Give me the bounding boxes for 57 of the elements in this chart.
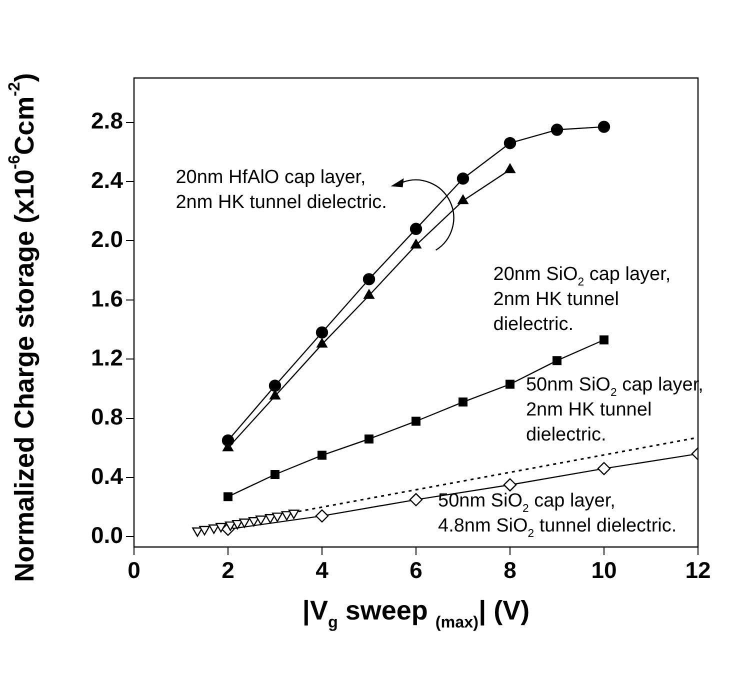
point [364,434,374,444]
point [600,335,608,344]
point [268,380,282,392]
point [239,518,250,528]
point [597,462,611,476]
x-tick-label: 10 [591,557,617,584]
point [504,137,516,150]
y-tick-label: 2.8 [91,108,124,134]
y-tick-label: 0.8 [91,404,124,430]
point [506,380,514,389]
point [224,492,232,502]
point [458,194,468,204]
point [504,164,516,174]
point [199,526,210,536]
point [409,493,423,506]
point [264,514,276,524]
x-tick-label: 6 [410,557,422,584]
point [208,524,220,534]
point [362,273,376,286]
point [503,478,517,492]
x-tick-label: 8 [504,557,517,584]
x-tick-label: 0 [128,557,140,584]
point [272,512,283,522]
y-tick-label: 1.6 [91,285,123,312]
point [216,522,226,532]
y-axis-title: Normalized Charge storage (x10-6Ccm-2) [6,73,40,582]
point [288,510,300,520]
point [410,239,422,249]
y-tick-label: 2.4 [91,166,124,193]
point [458,398,468,406]
y-tick-label: 2.0 [91,226,123,252]
point [318,450,326,460]
x-tick-label: 4 [316,557,329,584]
point [192,527,203,537]
x-tick-label: 2 [222,557,234,584]
point [315,509,329,523]
annotation: 20nm HfAlO cap layer, 2nm HK tunnel dielectric. [176,167,387,214]
point [224,521,236,531]
point [412,416,420,426]
point [456,172,470,185]
point [552,356,562,366]
point [550,124,564,136]
point [248,517,260,526]
point [410,222,422,236]
point [316,326,328,339]
point [232,520,243,530]
y-tick-label: 0.0 [91,522,123,548]
x-tick-label: 12 [685,557,711,584]
point [270,470,280,479]
point [256,516,266,525]
y-tick-label: 0.4 [91,462,124,489]
point [222,434,234,447]
y-tick-label: 1.2 [91,344,123,370]
point [598,120,610,133]
point [316,338,328,348]
point [364,289,374,299]
point [281,511,292,521]
